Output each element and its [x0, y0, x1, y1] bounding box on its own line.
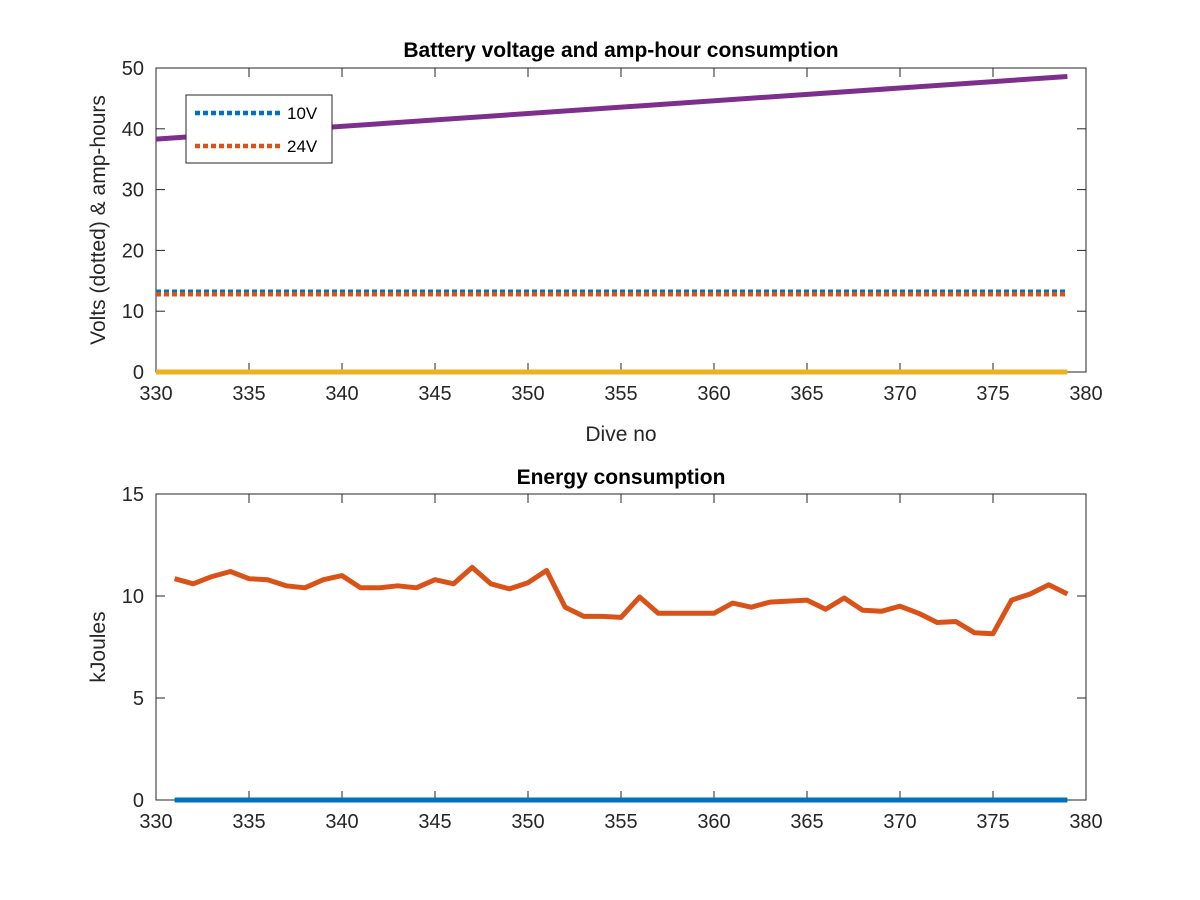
x-tick-label: 335 — [232, 383, 265, 405]
axis-ticks: 330 335 340 345 350 355 360 365 370 375 380 0 5 10 15 — [122, 484, 1103, 833]
y-tick-label: 5 — [133, 688, 144, 710]
axis-ticks: 330 335 340 345 350 355 360 365 370 375 380 0 10 20 30… — [122, 58, 1103, 405]
y-tick-label: 0 — [133, 362, 144, 384]
legend-entry-10v: 10V — [287, 104, 318, 123]
x-tick-label: 345 — [418, 383, 451, 405]
y-tick-label: 40 — [122, 119, 144, 141]
y-tick-label: 30 — [122, 180, 144, 202]
series-group — [173, 564, 1069, 803]
y-tick-label: 0 — [133, 790, 144, 812]
y-tick-label: 50 — [122, 58, 144, 80]
x-tick-label: 375 — [976, 383, 1009, 405]
x-tick-label: 370 — [883, 811, 916, 833]
x-tick-label: 340 — [325, 383, 358, 405]
x-tick-label: 360 — [697, 383, 730, 405]
x-tick-label: 370 — [883, 383, 916, 405]
x-tick-label: 380 — [1069, 383, 1102, 405]
x-tick-label: 380 — [1069, 811, 1102, 833]
y-tick-label: 10 — [122, 301, 144, 323]
x-tick-label: 330 — [139, 811, 172, 833]
legend: 10V 24V — [185, 94, 333, 164]
energy-consumption-axes: Energy consumption kJoules 330 335 340 345 3… — [87, 466, 1103, 833]
x-axis-label: Dive no — [585, 423, 656, 446]
y-tick-label: 10 — [122, 586, 144, 608]
x-tick-label: 340 — [325, 811, 358, 833]
x-tick-label: 355 — [604, 383, 637, 405]
y-tick-label: 20 — [122, 240, 144, 262]
y-tick-label: 15 — [122, 484, 144, 506]
x-tick-label: 360 — [697, 811, 730, 833]
legend-box — [185, 94, 333, 164]
battery-voltage-axes: Battery voltage and amp-hour consumption… — [87, 39, 1103, 446]
x-tick-label: 355 — [604, 811, 637, 833]
x-tick-label: 350 — [511, 383, 544, 405]
plot-area-frame — [155, 493, 1087, 801]
x-tick-label: 365 — [790, 811, 823, 833]
y-axis-label: kJoules — [87, 611, 110, 682]
x-tick-label: 335 — [232, 811, 265, 833]
series-line-2 — [173, 564, 1069, 637]
x-tick-label: 345 — [418, 811, 451, 833]
x-tick-label: 350 — [511, 811, 544, 833]
y-axis-label: Volts (dotted) & amp-hours — [87, 95, 110, 345]
x-tick-label: 365 — [790, 383, 823, 405]
chart-title: Energy consumption — [517, 466, 726, 489]
legend-entry-24v: 24V — [287, 137, 318, 156]
x-tick-label: 330 — [139, 383, 172, 405]
chart-title: Battery voltage and amp-hour consumption — [403, 39, 838, 62]
x-tick-label: 375 — [976, 811, 1009, 833]
